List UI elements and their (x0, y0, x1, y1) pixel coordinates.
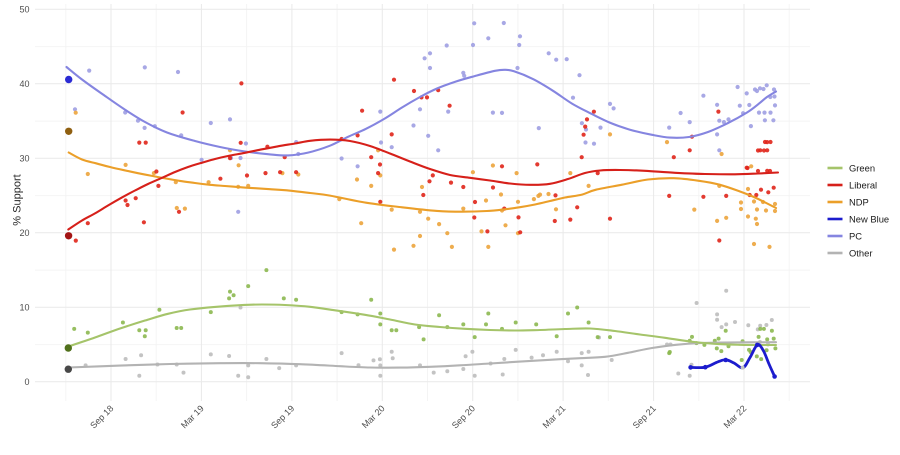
svg-text:10: 10 (19, 303, 29, 313)
svg-text:Other: Other (849, 247, 872, 258)
svg-text:0: 0 (24, 377, 29, 387)
svg-text:% Support: % Support (12, 174, 24, 225)
svg-text:40: 40 (19, 79, 29, 89)
svg-text:New Blue: New Blue (849, 213, 889, 224)
svg-text:Liberal: Liberal (849, 179, 877, 190)
svg-text:PC: PC (849, 230, 862, 241)
svg-text:20: 20 (19, 228, 29, 238)
svg-text:50: 50 (19, 5, 29, 15)
svg-text:Green: Green (849, 162, 875, 173)
svg-text:30: 30 (19, 154, 29, 164)
svg-text:NDP: NDP (849, 196, 869, 207)
